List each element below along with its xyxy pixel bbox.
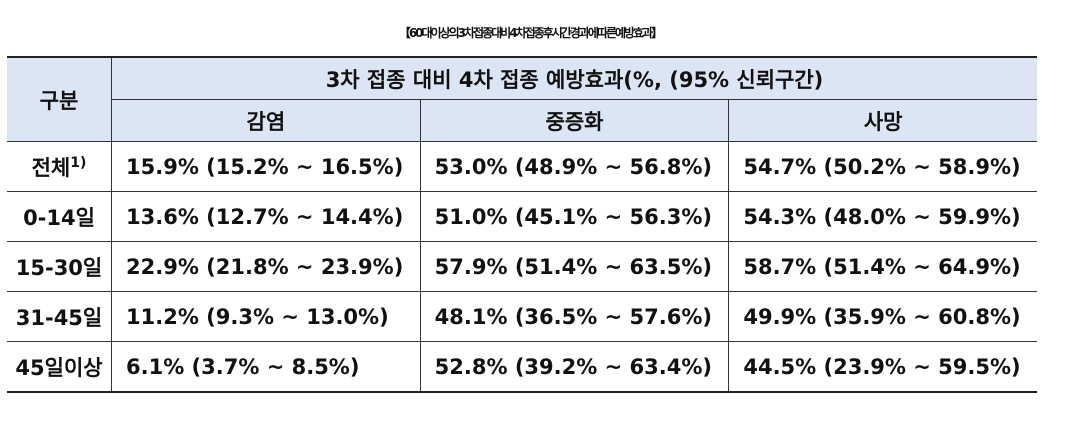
table-title: 【60대이상의3차접종대비4차접종후시간경과에따른예방효과】 <box>398 26 663 40</box>
row-label: 15-30일 <box>7 241 112 292</box>
header-cell: 3차 접종 대비 4차 접종 예방효과(%, (95% 신뢰구간) <box>111 56 1037 100</box>
row-label: 31-45일 <box>7 291 112 342</box>
header-cell: 감염 <box>111 99 421 142</box>
label-text: 45일이상 <box>15 355 103 380</box>
label-text: 31-45일 <box>15 305 103 330</box>
cell: 6.1% (3.7% ~ 8.5%) <box>111 341 421 393</box>
header-cell: 구분 <box>7 56 112 142</box>
label-text: 0-14일 <box>23 205 95 230</box>
row: 31-45일 11.2% (9.3% ~ 13.0%) 48.1% (36.5% ~… <box>7 291 1037 342</box>
cell: 44.5% (23.9% ~ 59.5%) <box>728 341 1037 393</box>
cell: 57.9% (51.4% ~ 63.5%) <box>419 241 730 292</box>
cell: 48.1% (36.5% ~ 57.6%) <box>419 291 730 342</box>
cell: 51.0% (45.1% ~ 56.3%) <box>419 191 730 242</box>
footnote-mark: 1) <box>70 154 87 171</box>
cell: 54.3% (48.0% ~ 59.9%) <box>728 191 1037 242</box>
cell: 58.7% (51.4% ~ 64.9%) <box>728 241 1037 292</box>
row: 15-30일 22.9% (21.8% ~ 23.9%) 57.9% (51.4% … <box>7 241 1037 292</box>
header-row: 감염 중증화 사망 <box>7 99 1037 142</box>
row: 전체1) 15.9% (15.2% ~ 16.5%) 53.0% (48.9% ~ … <box>7 141 1037 192</box>
label-text: 전체 <box>31 155 71 180</box>
header-cell: 중증화 <box>419 99 730 142</box>
cell: 53.0% (48.9% ~ 56.8%) <box>419 141 730 192</box>
cell: 22.9% (21.8% ~ 23.9%) <box>111 241 421 292</box>
row-label: 45일이상 <box>7 341 112 393</box>
cell: 13.6% (12.7% ~ 14.4%) <box>111 191 421 242</box>
label-text: 15-30일 <box>15 255 103 280</box>
table: 구분 3차 접종 대비 4차 접종 예방효과(%, (95% 신뢰구간) 감염 중… <box>7 56 1037 393</box>
row: 45일이상 6.1% (3.7% ~ 8.5%) 52.8% (39.2% ~ 63… <box>7 341 1037 393</box>
row: 0-14일 13.6% (12.7% ~ 14.4%) 51.0% (45.1% ~… <box>7 191 1037 242</box>
cell: 54.7% (50.2% ~ 58.9%) <box>728 141 1037 192</box>
row-label: 전체1) <box>7 141 112 192</box>
cell: 52.8% (39.2% ~ 63.4%) <box>419 341 730 393</box>
cell: 49.9% (35.9% ~ 60.8%) <box>728 291 1037 342</box>
header-row: 구분 3차 접종 대비 4차 접종 예방효과(%, (95% 신뢰구간) <box>7 56 1037 142</box>
header-cell: 사망 <box>728 99 1037 142</box>
row-label: 0-14일 <box>7 191 112 242</box>
cell: 11.2% (9.3% ~ 13.0%) <box>111 291 421 342</box>
cell: 15.9% (15.2% ~ 16.5%) <box>111 141 421 192</box>
